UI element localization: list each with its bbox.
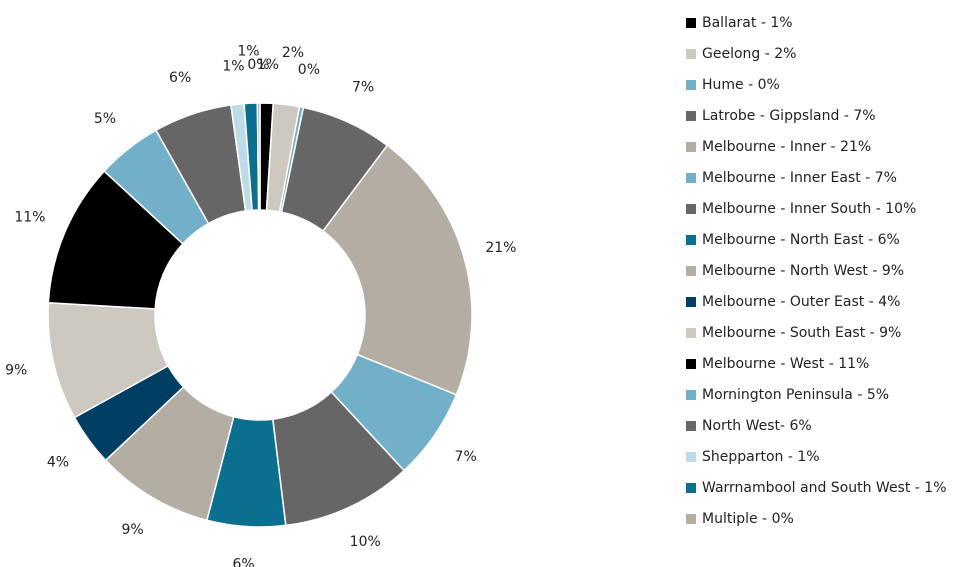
data-label: 5% (94, 111, 116, 127)
data-label: 6% (232, 556, 254, 567)
legend-swatch (686, 204, 696, 214)
data-label: 1% (222, 58, 244, 74)
legend-swatch (686, 173, 696, 183)
data-label: 10% (350, 534, 381, 550)
legend-label: Melbourne - North East - 6% (702, 232, 900, 248)
legend-label: Melbourne - South East - 9% (702, 325, 901, 341)
data-label: 6% (169, 70, 191, 86)
legend-label: Melbourne - Inner South - 10% (702, 201, 916, 217)
legend-swatch (686, 390, 696, 400)
data-label: 4% (47, 454, 69, 470)
data-label: 21% (485, 240, 516, 256)
data-label: 7% (455, 449, 477, 465)
data-label: 1% (257, 57, 279, 73)
legend-swatch (686, 80, 696, 90)
legend-label: North West- 6% (702, 418, 812, 434)
legend-label: Hume - 0% (702, 77, 780, 93)
legend-label: Shepparton - 1% (702, 449, 820, 465)
legend-swatch (686, 514, 696, 524)
data-label: 0% (247, 57, 269, 73)
data-label: 7% (352, 79, 374, 95)
legend-swatch (686, 359, 696, 369)
legend-label: Ballarat - 1% (702, 15, 793, 31)
legend-swatch (686, 266, 696, 276)
legend-swatch (686, 235, 696, 245)
donut-slice (321, 144, 473, 396)
legend-label: Melbourne - West - 11% (702, 356, 869, 372)
data-label: 1% (237, 43, 259, 59)
legend-label: Multiple - 0% (702, 511, 794, 527)
legend-swatch (686, 18, 696, 28)
legend-label: Latrobe - Gippsland - 7% (702, 108, 876, 124)
legend-label: Melbourne - Inner - 21% (702, 139, 871, 155)
legend-label: Mornington Peninsula - 5% (702, 387, 889, 403)
legend-label: Melbourne - North West - 9% (702, 263, 904, 279)
legend-swatch (686, 421, 696, 431)
legend-label: Melbourne - Outer East - 4% (702, 294, 900, 310)
data-label: 2% (282, 45, 304, 61)
legend-swatch (686, 49, 696, 59)
data-label: 9% (5, 362, 27, 378)
legend-swatch (686, 328, 696, 338)
donut-slice (256, 102, 261, 211)
legend-swatch (686, 483, 696, 493)
data-label: 9% (122, 522, 144, 538)
data-label: 0% (298, 62, 320, 78)
legend-label: Geelong - 2% (702, 46, 796, 62)
legend-swatch (686, 142, 696, 152)
legend-label: Warrnambool and South West - 1% (702, 480, 947, 496)
legend-swatch (686, 452, 696, 462)
legend-swatch (686, 297, 696, 307)
legend-swatch (686, 111, 696, 121)
legend-label: Melbourne - Inner East - 7% (702, 170, 897, 186)
data-label: 11% (14, 209, 45, 225)
